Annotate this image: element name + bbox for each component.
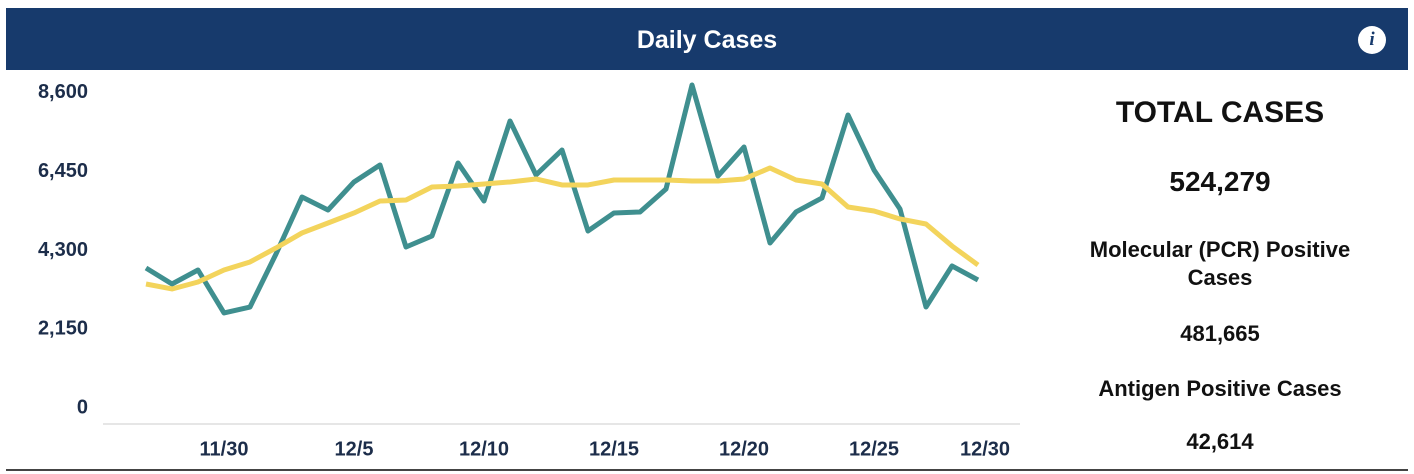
y-tick-label: 6,450: [38, 160, 88, 182]
header-bar: Daily Cases i: [6, 8, 1408, 70]
bottom-rule: [6, 469, 1408, 471]
antigen-value: 42,614: [1186, 429, 1254, 454]
y-tick-label: 0: [77, 396, 88, 418]
antigen-title: Antigen Positive Cases: [1098, 376, 1342, 401]
x-tick-label: 12/10: [459, 438, 509, 460]
x-tick-label: 11/30: [200, 438, 249, 460]
pcr-value: 481,665: [1180, 321, 1260, 346]
info-button[interactable]: i: [1358, 26, 1386, 54]
x-tick-label: 12/15: [589, 438, 639, 460]
x-tick-label: 12/25: [849, 438, 899, 460]
total-value: 524,279: [1169, 166, 1271, 197]
x-tick-label: 12/5: [335, 438, 374, 460]
series-line: [144, 82, 980, 316]
y-tick-label: 8,600: [38, 81, 88, 103]
title: Daily Cases: [636, 26, 778, 54]
x-tick-label: 12/30: [960, 438, 1010, 460]
total-title: TOTAL CASES: [1115, 96, 1325, 129]
series-line: [145, 165, 980, 292]
y-tick-label: 2,150: [38, 318, 88, 340]
chart: 0 2,150 4,300 6,450 8,600 11/30 12/5 12/10 12/15…: [38, 81, 1020, 460]
pcr-title: Molecular (PCR) Positive Cases: [1089, 237, 1351, 290]
x-tick-label: 12/20: [719, 438, 769, 460]
y-tick-label: 4,300: [38, 239, 88, 261]
